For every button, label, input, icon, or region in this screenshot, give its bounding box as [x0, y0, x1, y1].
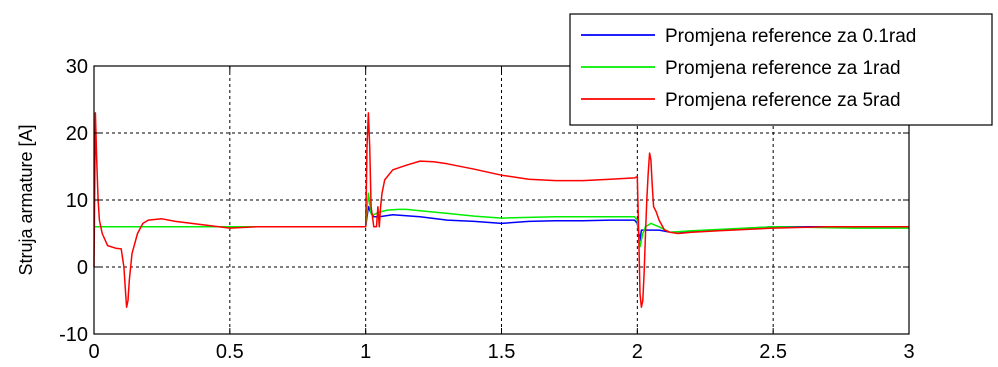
- y-tick-labels: -10 0 10 20 30: [59, 56, 88, 346]
- series-line-2: [94, 192, 909, 248]
- x-tick-label: 0.5: [216, 341, 244, 363]
- tick-marks: [93, 65, 910, 335]
- legend-label: Promjena reference za 5rad: [665, 90, 901, 111]
- y-axis-label: Struja armature [A]: [16, 124, 36, 275]
- legend-box: [569, 13, 993, 126]
- x-tick-labels: 0 0.5 1 1.5 2 2.5 3: [88, 341, 914, 363]
- x-tick-label: 3: [903, 341, 914, 363]
- x-tick-label: 1.5: [488, 341, 516, 363]
- x-tick-label: 2: [632, 341, 643, 363]
- x-tick-label: 0: [88, 341, 99, 363]
- series-layer: [93, 112, 909, 308]
- legend-label: Promjena reference za 0.1rad: [665, 26, 916, 47]
- y-tick-label: 30: [66, 56, 88, 78]
- y-tick-label: 20: [66, 123, 88, 145]
- y-tick-label: 0: [77, 257, 88, 279]
- y-tick-label: -10: [59, 324, 88, 346]
- y-tick-label: 10: [66, 190, 88, 212]
- series-line-3: [93, 112, 909, 308]
- legend: Promjena reference za 0.1rad Promjena ref…: [569, 13, 993, 126]
- x-tick-label: 1: [360, 341, 371, 363]
- legend-label: Promjena reference za 1rad: [665, 58, 901, 79]
- series-line-1: [94, 205, 909, 241]
- x-tick-label: 2.5: [759, 341, 787, 363]
